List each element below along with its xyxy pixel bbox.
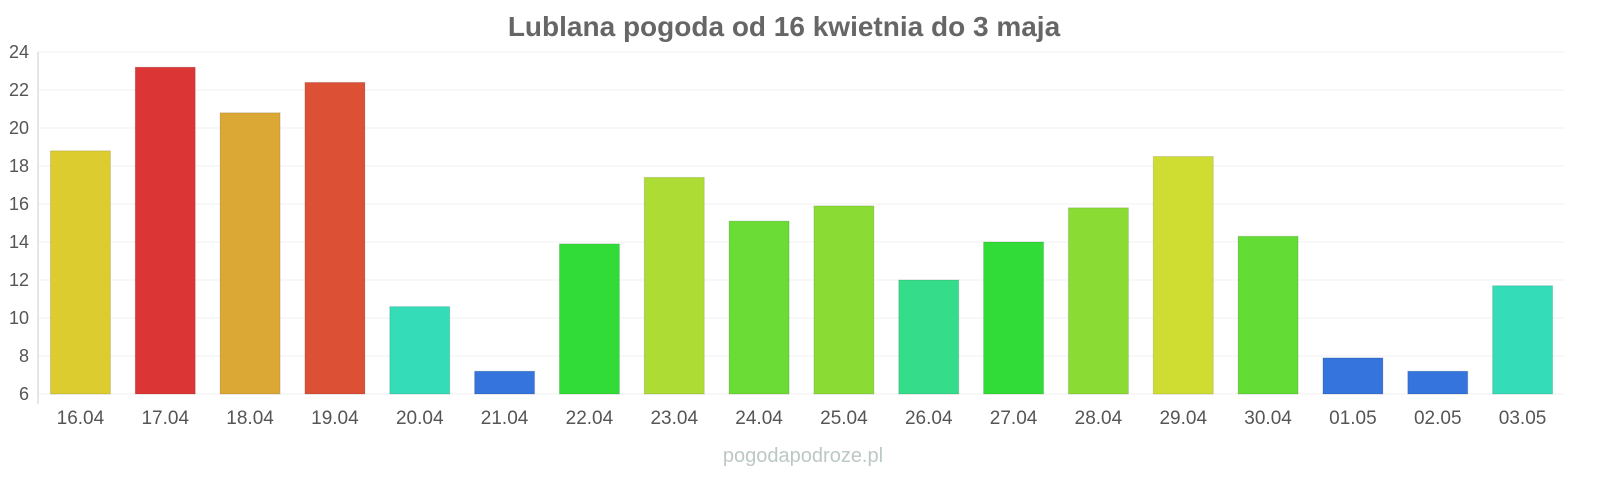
x-tick-label: 24.04 bbox=[735, 408, 783, 429]
x-tick-label: 19.04 bbox=[311, 408, 359, 429]
y-tick-label: 22 bbox=[9, 80, 29, 100]
y-tick-label: 14 bbox=[9, 232, 29, 252]
bar-21.04 bbox=[474, 370, 536, 395]
x-tick-label: 17.04 bbox=[141, 408, 189, 429]
x-tick-label: 02.05 bbox=[1414, 408, 1462, 429]
bar-22.04 bbox=[558, 243, 620, 395]
x-tick-label: 16.04 bbox=[57, 408, 105, 429]
y-tick-label: 6 bbox=[19, 384, 29, 404]
x-tick-label: 18.04 bbox=[226, 408, 274, 429]
y-tick-label: 20 bbox=[9, 118, 29, 138]
y-tick-label: 10 bbox=[9, 308, 29, 328]
chart-title: Lublana pogoda od 16 kwietnia do 3 maja bbox=[508, 11, 1061, 42]
y-tick-label: 8 bbox=[19, 346, 29, 366]
bar-20.04 bbox=[389, 306, 451, 395]
bar-01.05 bbox=[1322, 357, 1384, 395]
x-tick-label: 22.04 bbox=[566, 408, 614, 429]
bar-26.04 bbox=[898, 279, 960, 395]
x-tick-label: 29.04 bbox=[1159, 408, 1207, 429]
bar-23.04 bbox=[643, 176, 705, 395]
bar-17.04 bbox=[134, 66, 196, 395]
bar-25.04 bbox=[813, 205, 875, 395]
bar-29.04 bbox=[1152, 156, 1214, 395]
x-tick-label: 28.04 bbox=[1075, 408, 1123, 429]
y-tick-label: 16 bbox=[9, 194, 29, 214]
x-tick-label: 03.05 bbox=[1499, 408, 1547, 429]
x-tick-label: 25.04 bbox=[820, 408, 868, 429]
x-tick-label: 21.04 bbox=[481, 408, 529, 429]
bar-02.05 bbox=[1407, 370, 1469, 395]
bar-28.04 bbox=[1067, 207, 1129, 395]
bar-16.04 bbox=[49, 150, 111, 395]
x-tick-label: 20.04 bbox=[396, 408, 444, 429]
bar-18.04 bbox=[219, 112, 281, 395]
x-tick-label: 27.04 bbox=[990, 408, 1038, 429]
bar-30.04 bbox=[1237, 235, 1299, 395]
bar-03.05 bbox=[1492, 285, 1554, 395]
x-tick-label: 26.04 bbox=[905, 408, 953, 429]
y-tick-label: 24 bbox=[9, 42, 29, 62]
y-tick-label: 12 bbox=[9, 270, 29, 290]
x-tick-label: 23.04 bbox=[650, 408, 698, 429]
y-tick-label: 18 bbox=[9, 156, 29, 176]
watermark: pogodapodroze.pl bbox=[723, 445, 883, 467]
bar-24.04 bbox=[728, 220, 790, 395]
x-tick-label: 01.05 bbox=[1329, 408, 1377, 429]
x-tick-label: 30.04 bbox=[1244, 408, 1292, 429]
bar-27.04 bbox=[983, 241, 1045, 395]
bar-19.04 bbox=[304, 81, 366, 395]
